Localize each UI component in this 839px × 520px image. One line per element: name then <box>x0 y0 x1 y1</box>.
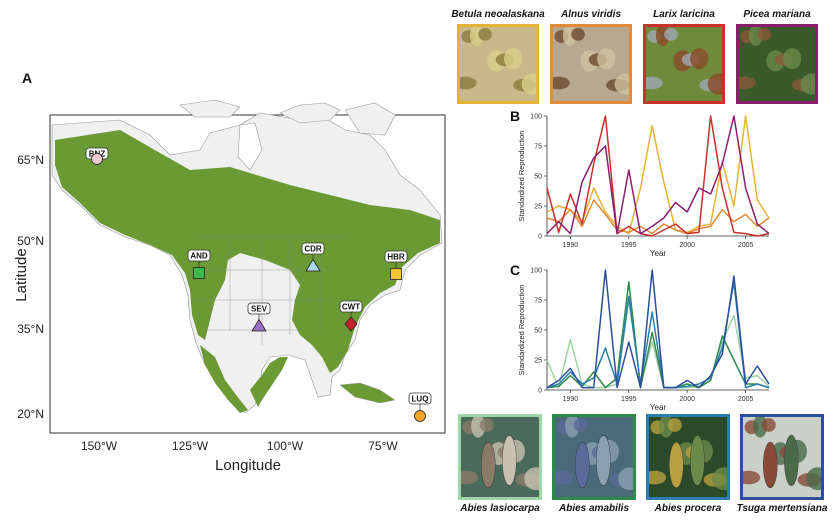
series-line-1 <box>546 299 770 389</box>
y-tick-label: 25 <box>534 358 542 365</box>
chart-c: 0 25 50 75 100 1990 1995 2000 2005 Year Standardiz… <box>517 268 770 412</box>
site-label: HBR <box>387 253 405 262</box>
species-photo <box>457 24 539 104</box>
species-name: Larix laricina <box>653 9 715 20</box>
x-tick-125w: 125°W <box>172 439 209 453</box>
site-marker-square <box>193 267 205 279</box>
site-bnz: BNZ <box>85 147 109 165</box>
site-label: LUQ <box>412 395 429 404</box>
site-marker-triangle <box>305 258 321 272</box>
x-axis-label: Year <box>650 403 667 412</box>
species-name: Alnus viridis <box>560 9 621 20</box>
site-label: CDR <box>304 245 322 254</box>
y-tick-label: 75 <box>534 144 542 151</box>
x-tick-label: 1990 <box>563 396 579 403</box>
site-and: AND <box>187 249 211 279</box>
y-tick-label: 0 <box>538 388 542 395</box>
series-line-1 <box>546 115 770 235</box>
series-line-2 <box>546 199 770 235</box>
species-photo <box>552 414 636 500</box>
y-tick-label: 100 <box>530 114 542 121</box>
x-tick-label: 2005 <box>738 396 754 403</box>
site-marker-diamond <box>344 316 358 332</box>
y-tick-65: 65°N <box>17 153 44 167</box>
species-name: Abies lasiocarpa <box>460 503 540 514</box>
x-tick-label: 1995 <box>621 396 637 403</box>
x-tick-label: 2000 <box>679 396 695 403</box>
species-photo <box>736 24 818 104</box>
species-name: Tsuga mertensiana <box>736 503 828 514</box>
species-name: Betula neoalaskana <box>451 9 545 20</box>
series-line-4 <box>546 269 770 389</box>
y-tick-35: 35°N <box>17 322 44 336</box>
site-hbr: HBR <box>384 250 408 280</box>
site-marker-square <box>390 268 402 280</box>
site-cwt: CWT <box>339 300 363 332</box>
x-tick-label: 2000 <box>679 242 695 249</box>
site-label: AND <box>190 252 208 261</box>
panel-b-label: B <box>510 108 521 124</box>
y-tick-label: 100 <box>530 268 542 275</box>
y-axis-label: Standardized Reproduction <box>517 131 526 222</box>
species-photo <box>740 414 824 500</box>
north-america-map: 65°N 50°N 35°N 20°N 150°W 125°W 100°W 75… <box>13 99 446 474</box>
site-marker-triangle <box>251 318 267 332</box>
site-label: CWT <box>342 303 360 312</box>
series-line-3 <box>546 115 770 237</box>
map-x-label: Longitude <box>215 457 281 474</box>
site-luq: LUQ <box>408 392 432 422</box>
species-photo <box>550 24 632 104</box>
site-marker-circle <box>414 410 426 422</box>
species-photo <box>458 414 542 500</box>
species-photo <box>643 24 725 104</box>
x-tick-100w: 100°W <box>267 439 304 453</box>
x-tick-label: 1990 <box>563 242 579 249</box>
x-tick-150w: 150°W <box>81 439 118 453</box>
site-markers: BNZ AND CDR HBR SEV CWT LUQ <box>85 147 432 422</box>
series-line-2 <box>546 281 770 389</box>
site-label: SEV <box>251 305 268 314</box>
site-marker-circle <box>91 153 103 165</box>
x-axis-label: Year <box>650 249 667 258</box>
species-name: Abies amabilis <box>558 503 630 514</box>
species-name: Abies procera <box>654 503 722 514</box>
y-axis-label: Standardized Reproduction <box>517 285 526 376</box>
y-tick-label: 75 <box>534 298 542 305</box>
x-tick-label: 1995 <box>621 242 637 249</box>
boundaries <box>195 236 345 345</box>
x-tick-label: 2005 <box>738 242 754 249</box>
y-tick-label: 25 <box>534 204 542 211</box>
species-name: Picea mariana <box>743 9 811 20</box>
species-photo <box>646 414 730 500</box>
map-y-label: Latitude <box>13 248 30 301</box>
y-tick-20: 20°N <box>17 407 44 421</box>
site-cdr: CDR <box>301 242 325 272</box>
site-sev: SEV <box>247 302 271 332</box>
y-tick-label: 0 <box>538 234 542 241</box>
series-line-4 <box>546 115 770 235</box>
panel-c-label: C <box>510 262 521 278</box>
chart-b: 0 25 50 75 100 1990 1995 2000 2005 Year Standardiz… <box>517 114 770 258</box>
panel-a-label: A <box>22 70 33 86</box>
x-tick-75w: 75°W <box>368 439 398 453</box>
y-tick-label: 50 <box>534 328 542 335</box>
y-tick-50: 50°N <box>17 234 44 248</box>
y-tick-label: 50 <box>534 174 542 181</box>
